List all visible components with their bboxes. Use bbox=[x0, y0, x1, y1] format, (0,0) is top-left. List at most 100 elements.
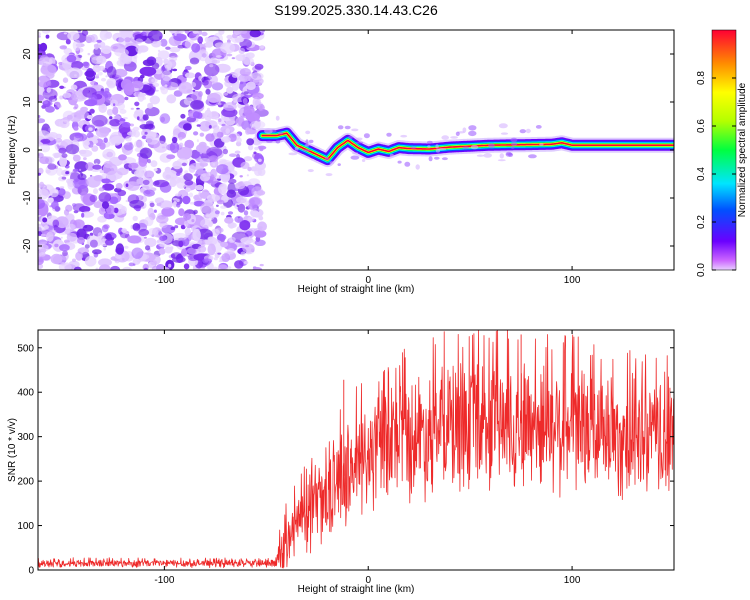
noise-speck bbox=[86, 115, 94, 120]
snr-panel: -100 0 100 0 100 200 300 400 500 Height of stra… bbox=[7, 329, 675, 595]
noise-speck bbox=[153, 140, 168, 153]
noise-speck bbox=[79, 168, 82, 171]
noise-speck bbox=[138, 228, 150, 237]
noise-speck bbox=[153, 68, 163, 75]
noise-speck bbox=[77, 173, 87, 181]
x-tick-label: 100 bbox=[564, 575, 581, 586]
noise-speck bbox=[221, 123, 226, 127]
noise-speck bbox=[98, 192, 112, 203]
noise-speck bbox=[38, 167, 44, 175]
noise-speck bbox=[58, 119, 70, 129]
noise-speck bbox=[205, 171, 212, 177]
noise-speck bbox=[207, 236, 215, 242]
noise-speck bbox=[93, 43, 99, 48]
noise-speck bbox=[38, 32, 41, 37]
noise-speck bbox=[238, 106, 252, 119]
noise-speck bbox=[183, 213, 192, 221]
noise-speck bbox=[92, 164, 102, 170]
noise-speck bbox=[254, 63, 264, 70]
ridge-speck bbox=[511, 142, 518, 146]
noise-speck bbox=[55, 138, 63, 143]
noise-speck bbox=[96, 55, 107, 63]
noise-speck bbox=[245, 127, 251, 135]
noise-speck bbox=[139, 66, 157, 77]
noise-speck bbox=[218, 30, 225, 35]
noise-speck bbox=[169, 46, 181, 53]
noise-speck bbox=[187, 254, 199, 262]
noise-speck bbox=[39, 252, 46, 257]
noise-speck bbox=[253, 230, 267, 238]
noise-speck bbox=[89, 239, 98, 248]
ridge-speck bbox=[275, 139, 281, 144]
noise-speck bbox=[210, 75, 218, 85]
noise-speck bbox=[144, 123, 154, 130]
noise-speck bbox=[83, 61, 90, 69]
noise-speck bbox=[99, 126, 110, 137]
ridge-speck bbox=[351, 128, 359, 132]
noise-speck bbox=[38, 79, 41, 83]
ridge-core-red bbox=[261, 132, 674, 161]
noise-speck bbox=[176, 172, 181, 176]
noise-speck bbox=[195, 184, 204, 191]
noise-speck bbox=[131, 80, 144, 89]
noise-speck bbox=[210, 228, 220, 237]
noise-speck bbox=[62, 250, 68, 257]
noise-speck bbox=[185, 187, 191, 193]
noise-speck bbox=[46, 87, 51, 93]
noise-speck bbox=[252, 96, 261, 110]
noise-speck bbox=[160, 85, 169, 95]
ridge-speck bbox=[361, 159, 366, 162]
noise-speck bbox=[175, 193, 182, 197]
noise-speck bbox=[254, 146, 259, 151]
noise-speck bbox=[95, 267, 99, 270]
noise-speck bbox=[200, 202, 214, 214]
noise-speck bbox=[246, 174, 249, 177]
ridge-speck bbox=[350, 155, 360, 160]
noise-speck bbox=[63, 92, 72, 99]
ridge-speck bbox=[324, 157, 329, 161]
noise-speck bbox=[184, 30, 190, 34]
noise-speck bbox=[247, 144, 254, 151]
ridge-speck bbox=[294, 146, 299, 151]
noise-speck bbox=[214, 210, 220, 215]
noise-speck bbox=[56, 31, 72, 41]
ridge-speck bbox=[441, 135, 450, 140]
noise-speck bbox=[98, 103, 107, 113]
noise-speck bbox=[169, 178, 177, 188]
noise-speck bbox=[176, 178, 187, 189]
noise-speck bbox=[59, 155, 68, 168]
noise-speck bbox=[242, 243, 255, 253]
ridge-speck bbox=[508, 152, 514, 157]
noise-speck bbox=[240, 251, 246, 256]
noise-speck bbox=[87, 52, 91, 56]
noise-speck bbox=[222, 148, 228, 155]
noise-speck bbox=[79, 149, 93, 157]
ridge-speck bbox=[389, 153, 394, 157]
noise-speck bbox=[137, 116, 140, 121]
y-tick-label: 200 bbox=[17, 477, 34, 488]
noise-speck bbox=[150, 160, 158, 168]
noise-speck bbox=[56, 167, 63, 176]
noise-speck bbox=[234, 37, 244, 43]
noise-speck bbox=[143, 189, 155, 197]
ridge-speck bbox=[308, 139, 314, 144]
noise-speck bbox=[197, 36, 203, 44]
ridge-speck bbox=[305, 139, 309, 145]
ridge-speck bbox=[344, 125, 351, 130]
noise-speck bbox=[47, 163, 57, 170]
noise-speck bbox=[217, 264, 228, 270]
noise-speck bbox=[164, 60, 173, 69]
noise-speck bbox=[178, 137, 183, 141]
noise-speck bbox=[89, 108, 95, 114]
noise-speck bbox=[220, 205, 227, 209]
noise-speck bbox=[145, 131, 160, 145]
noise-speck bbox=[192, 30, 199, 34]
spectral-ridge bbox=[254, 115, 674, 177]
noise-speck bbox=[103, 137, 108, 143]
noise-speck bbox=[234, 150, 241, 154]
noise-speck bbox=[152, 82, 160, 87]
noise-speck bbox=[42, 217, 48, 223]
noise-speck bbox=[178, 240, 184, 248]
noise-speck bbox=[198, 49, 209, 62]
noise-speck bbox=[73, 210, 79, 214]
